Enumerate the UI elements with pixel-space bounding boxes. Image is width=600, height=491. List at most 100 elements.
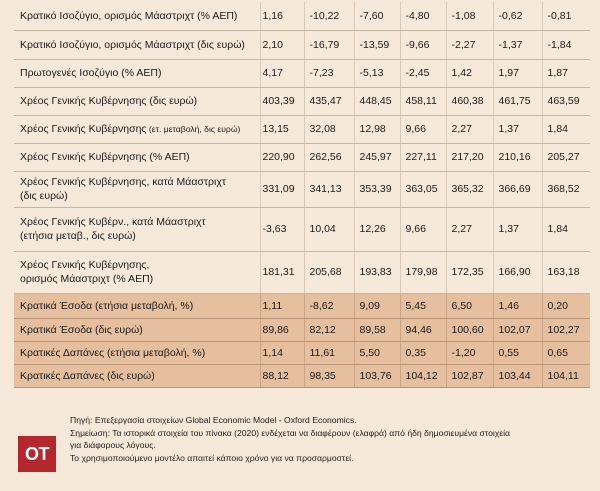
value-cell: -0,62 [492, 2, 542, 31]
note-line: για διάφορους λόγους. [70, 440, 156, 450]
value-cell: 4,17 [259, 59, 304, 88]
value-cell: -7,23 [303, 59, 354, 88]
value-cell: -16,79 [303, 30, 354, 60]
row-label: Χρέος Γενικής Κυβέρνησης, ορισμός Μάαστρι… [14, 251, 261, 294]
value-cell: 102,27 [541, 318, 590, 342]
value-cell: 205,27 [541, 143, 590, 172]
value-cell: 89,86 [259, 318, 304, 342]
value-cell: -9,66 [399, 30, 446, 60]
value-cell: 104,11 [541, 364, 590, 388]
value-cell: 1,14 [259, 341, 304, 365]
value-cell: -8,62 [303, 293, 354, 319]
value-cell: 9,66 [399, 115, 446, 144]
value-cell: 102,07 [492, 318, 542, 342]
row-label: Χρέος Γενικής Κυβέρνησης (ετ. μεταβολή, … [14, 115, 261, 144]
row-label-line2: (ετήσια μεταβ., δις ευρώ) [20, 230, 136, 242]
value-cell: 341,13 [303, 171, 354, 208]
value-cell: 1,84 [541, 115, 590, 144]
value-cell: 1,42 [445, 59, 493, 88]
value-cell: 2,27 [445, 115, 493, 144]
row-label-text: Χρέος Γενικής Κυβέρνησης, κατά Μάαστριχτ [20, 176, 226, 188]
row-label-text: Χρέος Γενικής Κυβέρν., κατά Μάαστριχτ [20, 216, 206, 228]
value-cell: 193,83 [353, 251, 400, 294]
row-label-text: Κρατικά Έσοδα (ετήσια μεταβολή, %) [20, 299, 194, 312]
value-cell: 89,58 [353, 318, 400, 342]
value-cell: 1,37 [492, 115, 542, 144]
value-cell: 181,31 [259, 251, 304, 294]
value-cell: 220,90 [259, 143, 304, 172]
value-cell: 365,32 [445, 171, 493, 208]
table-row: Κρατικά Έσοδα (ετήσια μεταβολή, %) 1,11 -8… [14, 293, 590, 319]
row-label: Χρέος Γενικής Κυβέρν., κατά Μάαστριχτ (ετ… [14, 207, 261, 252]
row-label: Χρέος Γενικής Κυβέρνησης (% ΑΕΠ) [14, 143, 261, 172]
row-label-text: Κρατικά Έσοδα (δις ευρώ) [20, 323, 143, 336]
value-cell: 0,55 [492, 341, 542, 365]
value-cell: 0,35 [399, 341, 446, 365]
value-cell: 331,09 [259, 171, 304, 208]
value-cell: 1,16 [259, 2, 304, 31]
value-cell: 166,90 [492, 251, 542, 294]
value-cell: 12,26 [353, 207, 400, 252]
table-row: Κρατικό Ισοζύγιο, ορισμός Μάαστριχτ (% Α… [14, 2, 590, 31]
value-cell: 82,12 [303, 318, 354, 342]
note-line: Το χρησιμοποιούμενο μοντέλο απαιτεί κάπο… [70, 452, 354, 463]
value-cell: 10,04 [303, 207, 354, 252]
table-row: Χρέος Γενικής Κυβέρν., κατά Μάαστριχτ (ετ… [14, 207, 590, 252]
value-cell: 6,50 [445, 293, 493, 319]
value-cell: 353,39 [353, 171, 400, 208]
value-cell: -4,80 [399, 2, 446, 31]
row-label-text: Κρατικές Δαπάνες (ετήσια μεταβολή, %) [20, 346, 206, 359]
row-label: Κρατικό Ισοζύγιο, ορισμός Μάαστριχτ (% Α… [14, 2, 261, 31]
row-label-text: Χρέος Γενικής Κυβέρνησης, [20, 259, 150, 271]
row-label: Χρέος Γενικής Κυβέρνησης (δις ευρώ) [14, 87, 261, 116]
table-row: Πρωτογενές Ισοζύγιο (% ΑΕΠ) 4,17 -7,23 -5,1… [14, 59, 590, 88]
row-label: Κρατικές Δαπάνες (δις ευρώ) [14, 364, 261, 388]
row-label-text: Κρατικό Ισοζύγιο, ορισμός Μάαστριχτ (% Α… [20, 9, 238, 22]
table-row: Κρατικό Ισοζύγιο, ορισμός Μάαστριχτ (δις… [14, 30, 590, 60]
value-cell: 94,46 [399, 318, 446, 342]
value-cell: 435,47 [303, 87, 354, 116]
value-cell: -1,37 [492, 30, 542, 60]
value-cell: -7,60 [353, 2, 400, 31]
value-cell: 461,75 [492, 87, 542, 116]
table-row: Κρατικά Έσοδα (δις ευρώ) 89,86 82,12 89,58 9… [14, 318, 590, 342]
value-cell: 1,46 [492, 293, 542, 319]
row-label: Κρατικές Δαπάνες (ετήσια μεταβολή, %) [14, 341, 261, 365]
row-label-text: Χρέος Γενικής Κυβέρνησης (δις ευρώ) [20, 95, 198, 107]
value-cell: 179,98 [399, 251, 446, 294]
value-cell: 262,56 [303, 143, 354, 172]
value-cell: 1,84 [541, 207, 590, 252]
value-cell: 9,09 [353, 293, 400, 319]
value-cell: 100,60 [445, 318, 493, 342]
value-cell: -1,84 [541, 30, 590, 60]
value-cell: 103,44 [492, 364, 542, 388]
table-row: Χρέος Γενικής Κυβέρνησης, ορισμός Μάαστρι… [14, 251, 590, 294]
value-cell: 0,20 [541, 293, 590, 319]
value-cell: 9,66 [399, 207, 446, 252]
row-label: Κρατικά Έσοδα (δις ευρώ) [14, 318, 261, 342]
table-row: Χρέος Γενικής Κυβέρνησης, κατά Μάαστριχτ… [14, 171, 590, 208]
value-cell: 363,05 [399, 171, 446, 208]
value-cell: 1,37 [492, 207, 542, 252]
value-cell: 463,59 [541, 87, 590, 116]
value-cell: 210,16 [492, 143, 542, 172]
value-cell: 1,87 [541, 59, 590, 88]
ot-logo: ΟΤ [18, 436, 56, 472]
value-cell: 245,97 [353, 143, 400, 172]
value-cell: 458,11 [399, 87, 446, 116]
value-cell: 1,11 [259, 293, 304, 319]
value-cell: 13,15 [259, 115, 304, 144]
value-cell: 403,39 [259, 87, 304, 116]
value-cell: 5,45 [399, 293, 446, 319]
value-cell: 5,50 [353, 341, 400, 365]
row-label-qualifier: (ετ. μεταβολή, δις ευρώ) [146, 124, 241, 134]
row-label-line2: ορισμός Μάαστριχτ (% ΑΕΠ) [20, 273, 154, 285]
row-label: Κρατικό Ισοζύγιο, ορισμός Μάαστριχτ (δις… [14, 30, 261, 60]
value-cell: 163,18 [541, 251, 590, 294]
value-cell: 2,27 [445, 207, 493, 252]
row-label-text: Χρέος Γενικής Κυβέρνησης (% ΑΕΠ) [20, 151, 190, 163]
row-label-text: Πρωτογενές Ισοζύγιο (% ΑΕΠ) [20, 67, 162, 79]
value-cell: -10,22 [303, 2, 354, 31]
value-cell: -13,59 [353, 30, 400, 60]
value-cell: 227,11 [399, 143, 446, 172]
